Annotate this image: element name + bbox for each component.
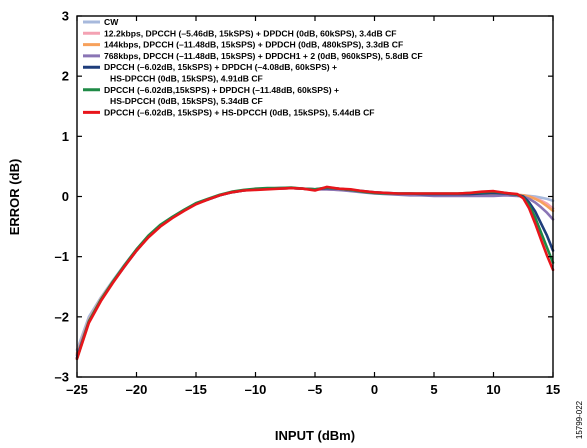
legend-label: HS-DPCCH (0dB, 15kSPS), 4.91dB CF [110, 74, 263, 84]
y-tick-label: 3 [62, 9, 69, 24]
x-tick-label: –5 [308, 382, 322, 397]
x-tick-label: –10 [245, 382, 267, 397]
y-tick-label: –2 [55, 309, 69, 324]
series-line [75, 186, 555, 356]
y-tick-label: 2 [62, 69, 69, 84]
y-tick-label: 1 [62, 129, 69, 144]
series-line [75, 186, 555, 360]
legend-label: DPCCH (–6.02dB, 15kSPS) + HS-DPCCH (0dB,… [104, 107, 375, 117]
y-tick-label: 0 [62, 189, 69, 204]
legend-label: 12.2kbps, DPCCH (–5.46dB, 15kSPS) + DPDC… [104, 28, 397, 38]
x-tick-label: 5 [430, 382, 437, 397]
series-lines [75, 185, 555, 361]
x-tick-label: 0 [371, 382, 378, 397]
series-line [75, 185, 555, 361]
legend-label: DPCCH (–6.02dB,15kSPS) + DPDCH (–11.48dB… [104, 85, 339, 95]
series-line [75, 186, 555, 361]
y-axis-ticks: 3 2 1 0 –1 –2 –3 [55, 9, 553, 385]
y-axis-title: ERROR (dB) [7, 159, 22, 236]
figure-id: 15799-022 [575, 400, 584, 439]
y-tick-label: –3 [55, 370, 69, 385]
x-axis-ticks: –25 –20 –15 –10 –5 0 5 10 15 [66, 16, 560, 397]
legend-label: 768kbps, DPCCH (–11.48dB, 15kSPS) + DPDC… [104, 51, 423, 61]
y-tick-label: –1 [55, 249, 69, 264]
series-line [75, 186, 555, 352]
series-line [75, 186, 555, 355]
x-tick-label: –25 [66, 382, 88, 397]
legend-label: 144kbps, DPCCH (–11.48dB, 15kSPS) + DPDC… [104, 40, 403, 50]
legend-label: CW [104, 17, 119, 27]
x-tick-label: –20 [126, 382, 148, 397]
x-axis-title: INPUT (dBm) [275, 428, 355, 443]
series-line [75, 186, 555, 357]
x-tick-label: –15 [185, 382, 207, 397]
legend-label: DPCCH (–6.02dB, 15kSPS) + DPDCH (–4.08dB… [104, 62, 337, 72]
legend-label: HS-DPCCH (0dB, 15kSPS), 5.34dB CF [110, 96, 263, 106]
x-tick-label: 15 [546, 382, 560, 397]
x-tick-label: 10 [486, 382, 500, 397]
